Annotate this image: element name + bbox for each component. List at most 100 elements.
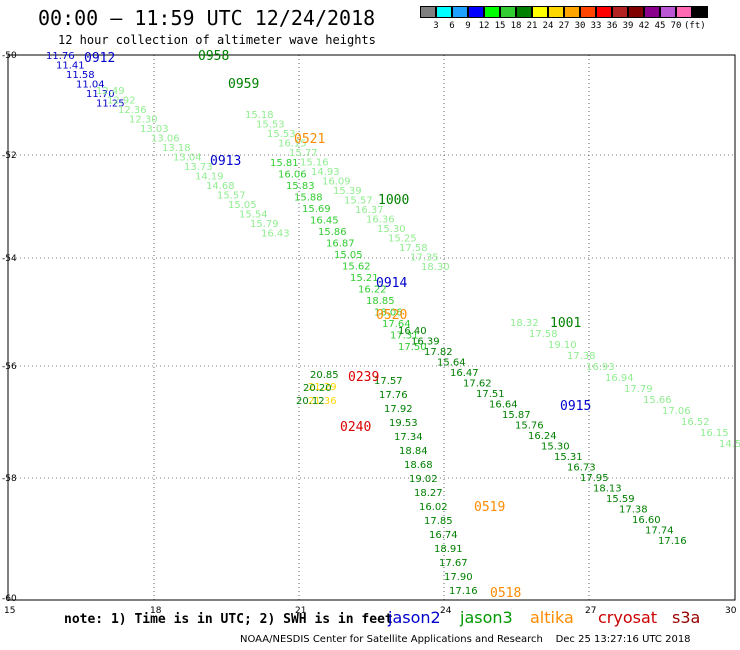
lat-tick-label: -56 (2, 362, 17, 372)
swh-value: 14.68 (206, 181, 235, 192)
pass-time-label: 0912 (84, 51, 115, 66)
scale-swatch (660, 6, 676, 18)
swh-value: 19.02 (409, 474, 438, 485)
swh-value: 16.73 (567, 463, 596, 474)
lon-tick-label: 15 (4, 606, 15, 616)
swh-value: 16.02 (419, 502, 448, 513)
swh-value: 13.73 (184, 162, 213, 173)
swh-value: 16.37 (355, 205, 384, 216)
swh-value: 15.88 (294, 193, 323, 204)
swh-value: 15.87 (502, 410, 531, 421)
swh-value: 15.31 (554, 452, 583, 463)
legend-jason3: jason3 (460, 608, 513, 627)
swh-value: 17.92 (384, 404, 413, 415)
swh-value: 17.38 (567, 351, 596, 362)
swh-value: 14.19 (195, 172, 224, 183)
swh-value: 11.70 (86, 89, 115, 100)
lat-tick-label: -60 (2, 594, 17, 604)
swh-value: 17.82 (424, 347, 453, 358)
scale-swatch (596, 6, 612, 18)
scale-swatch (580, 6, 596, 18)
swh-value: 15.81 (270, 158, 299, 169)
swh-value: 16.93 (586, 362, 615, 373)
scale-swatch (516, 6, 532, 18)
swh-value: 15.16 (300, 158, 329, 169)
scale-swatch (500, 6, 516, 18)
legend-altika: altika (530, 608, 574, 627)
swh-value: 15.64 (437, 358, 466, 369)
swh-value: 16.15 (278, 139, 307, 150)
swh-value: 13.18 (162, 143, 191, 154)
swh-value: 19.53 (389, 418, 418, 429)
map-title: 00:00 – 11:59 UTC 12/24/2018 (38, 6, 376, 30)
legend-jason2: jason2 (388, 608, 441, 627)
pass-time-label: 1000 (378, 193, 409, 208)
scale-label: (ft) (684, 21, 706, 31)
swh-value: 17.90 (444, 572, 473, 583)
swh-value: 15.30 (377, 224, 406, 235)
pass-time-label: 0914 (376, 276, 407, 291)
swh-value: 11.25 (96, 99, 125, 110)
pass-time-label: 0240 (340, 420, 371, 435)
swh-value: 17.38 (619, 505, 648, 516)
swh-value: 14.55 (719, 439, 740, 450)
swh-value: 17.16 (449, 586, 478, 597)
swh-value: 16.36 (366, 215, 395, 226)
swh-value: 15.21 (350, 273, 379, 284)
lat-tick-label: -58 (2, 474, 17, 484)
swh-value: 15.57 (344, 196, 373, 207)
scale-label: 21 (526, 21, 538, 31)
swh-value: 13.04 (173, 153, 202, 164)
swh-value: 17.57 (374, 376, 403, 387)
scale-label: 27 (558, 21, 570, 31)
swh-value: 17.85 (424, 516, 453, 527)
lon-tick-label: 21 (295, 606, 306, 616)
legend-cryosat: cryosat (598, 608, 658, 627)
swh-value: 15.62 (342, 262, 371, 273)
swh-value: 15.18 (245, 110, 274, 121)
swh-value: 15.86 (318, 227, 347, 238)
swh-value: 16.94 (605, 373, 634, 384)
swh-value: 15.30 (541, 442, 570, 453)
map-subtitle: 12 hour collection of altimeter wave hei… (58, 33, 376, 47)
swh-value: 15.53 (256, 120, 285, 131)
swh-value: 18.13 (593, 484, 622, 495)
scale-label: 36 (606, 21, 618, 31)
pass-time-label: 0521 (294, 132, 325, 147)
swh-value: 16.24 (528, 431, 557, 442)
swh-value: 18.68 (404, 460, 433, 471)
scale-label: 42 (638, 21, 650, 31)
swh-value: 15.76 (515, 421, 544, 432)
swh-value: 21.36 (308, 396, 337, 407)
pass-time-label: 0913 (210, 154, 241, 169)
lat-tick-label: -54 (2, 254, 17, 264)
swh-value: 15.25 (388, 234, 417, 245)
legend-s3a: s3a (672, 608, 701, 627)
swh-value: 16.39 (411, 337, 440, 348)
swh-value: 11.76 (46, 51, 75, 62)
swh-value: 16.64 (489, 400, 518, 411)
swh-value: 16.09 (322, 177, 351, 188)
swh-value: 17.35 (410, 253, 439, 264)
swh-value: 15.39 (333, 186, 362, 197)
swh-value: 15.54 (239, 210, 268, 221)
swh-value: 15.53 (267, 129, 296, 140)
swh-value: 17.58 (399, 243, 428, 254)
swh-value: 20.20 (303, 383, 332, 394)
pass-time-label: 0915 (560, 399, 591, 414)
swh-value: 17.79 (624, 384, 653, 395)
pass-time-label: 0520 (376, 308, 407, 323)
swh-value: 16.45 (310, 216, 339, 227)
swh-value: 21.29 (308, 382, 337, 393)
lon-tick-label: 18 (150, 606, 162, 616)
swh-value: 15.59 (606, 494, 635, 505)
lon-tick-label: 30 (725, 606, 737, 616)
swh-value: 16.60 (632, 515, 661, 526)
pass-time-label: 0239 (348, 370, 379, 385)
swh-value: 12.49 (96, 86, 125, 97)
swh-value: 12.36 (118, 105, 147, 116)
swh-value: 18.27 (414, 488, 443, 499)
swh-value: 15.79 (250, 219, 279, 230)
swh-value: 17.50 (398, 342, 427, 353)
swh-value: 16.47 (450, 368, 479, 379)
